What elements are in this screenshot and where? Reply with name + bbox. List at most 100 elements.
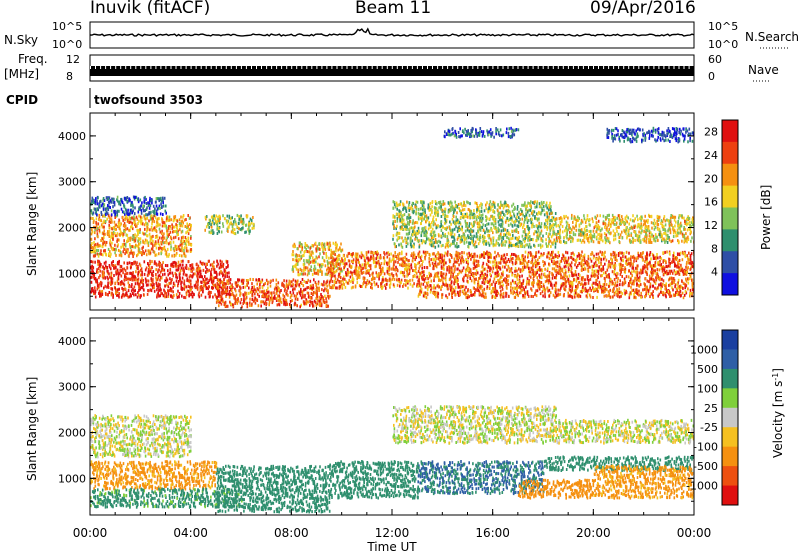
power-cell — [603, 271, 605, 275]
power-cell — [220, 298, 223, 302]
power-cell — [481, 275, 483, 279]
power-cell — [437, 262, 439, 266]
power-cell — [111, 231, 113, 235]
power-cell — [203, 284, 205, 288]
power-cell — [147, 270, 150, 274]
power-cell — [172, 290, 174, 294]
power-cell — [247, 279, 249, 283]
power-cell — [365, 253, 368, 257]
power-cell — [407, 266, 409, 270]
power-cell — [544, 280, 547, 284]
nsky-tick-top: 10^5 — [52, 20, 82, 33]
power-cell — [608, 273, 610, 277]
power-cell — [312, 286, 314, 290]
power-cell — [227, 282, 229, 286]
power-cell — [233, 296, 235, 300]
power-cell — [268, 303, 270, 307]
power-cell — [108, 272, 110, 276]
power-cell — [607, 275, 609, 279]
power-cell — [492, 280, 495, 284]
power-cell — [202, 261, 204, 265]
power-cell — [600, 274, 602, 278]
power-cell — [636, 274, 639, 278]
power-cell — [186, 239, 188, 243]
power-cell — [96, 268, 98, 272]
power-cell — [253, 288, 255, 292]
power-cell — [373, 276, 375, 280]
power-cell — [537, 250, 540, 254]
power-cell — [109, 250, 111, 254]
power-cell — [338, 272, 340, 276]
power-cell — [316, 256, 318, 260]
power-cell — [659, 283, 662, 286]
power-cell — [537, 262, 539, 265]
power-cell — [399, 271, 402, 275]
power-cell — [134, 222, 137, 226]
power-cell — [377, 274, 379, 278]
power-cell — [467, 262, 469, 266]
power-cell — [486, 286, 488, 290]
power-cell — [175, 248, 178, 251]
power-cell — [313, 290, 315, 294]
power-cell — [590, 252, 592, 256]
power-cell — [226, 271, 228, 275]
power-cell — [649, 251, 652, 254]
power-cell — [114, 234, 117, 238]
power-cell — [675, 256, 677, 259]
power-cell — [573, 293, 576, 297]
power-cell — [498, 266, 500, 270]
power-cell — [180, 222, 182, 226]
power-cell — [174, 229, 177, 233]
cpid-value: twofsound 3503 — [94, 93, 203, 107]
power-cell — [304, 242, 307, 245]
power-cell — [114, 232, 116, 235]
power-cell — [126, 271, 129, 275]
power-cell — [181, 249, 183, 253]
power-cell — [205, 265, 207, 269]
power-cell — [323, 242, 325, 246]
power-cell — [220, 280, 222, 283]
power-cell — [317, 272, 320, 276]
power-cell — [186, 278, 188, 282]
power-cell — [92, 266, 95, 270]
power-cell — [124, 242, 127, 246]
power-cell — [429, 284, 431, 288]
power-cell — [655, 278, 658, 282]
power-cell — [579, 256, 582, 260]
power-cell — [428, 285, 430, 289]
power-cell — [362, 282, 364, 286]
power-cell — [202, 290, 204, 294]
power-cell — [459, 256, 461, 260]
power-cell — [202, 268, 205, 272]
power-cell — [646, 287, 648, 291]
power-cell — [411, 259, 414, 263]
power-cell — [390, 259, 392, 263]
power-cell — [302, 284, 305, 288]
freq-gap-mark — [628, 66, 630, 69]
power-cell — [497, 265, 499, 269]
power-cell — [293, 303, 296, 307]
freq-gap-mark — [120, 66, 122, 69]
power-cell — [658, 276, 660, 280]
power-cell — [131, 227, 134, 231]
power-cell — [186, 289, 189, 293]
power-cell — [237, 283, 239, 287]
power-cell — [95, 224, 98, 228]
power-cell — [426, 266, 429, 270]
power-cell — [234, 302, 236, 305]
power-cell — [494, 274, 497, 278]
power-cell — [510, 289, 512, 293]
power-cell — [547, 281, 550, 285]
power-cell — [124, 275, 126, 279]
freq-gap-mark — [593, 66, 594, 69]
power-cell — [551, 271, 553, 275]
power-cell — [102, 242, 104, 246]
power-cell — [159, 246, 162, 250]
power-cell — [219, 285, 221, 288]
power-cell — [152, 270, 155, 274]
power-cell — [107, 247, 110, 251]
power-cell — [164, 264, 167, 267]
power-cell — [461, 269, 464, 273]
power-cell — [292, 258, 294, 262]
power-cell — [330, 277, 333, 281]
